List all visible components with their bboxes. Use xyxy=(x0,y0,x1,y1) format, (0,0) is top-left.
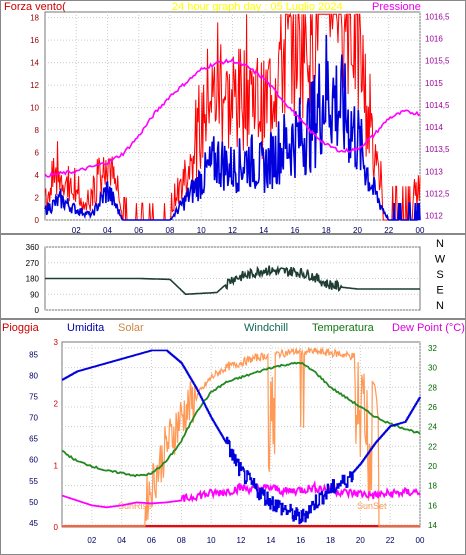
humidity-tick-label: 50 xyxy=(29,498,38,507)
wind-direction-line xyxy=(45,264,420,296)
top-x-tick-label: 00 xyxy=(416,226,425,235)
bottom-panel-frame xyxy=(0,319,466,555)
dewpoint-label: Dew Point (°C) xyxy=(392,322,465,334)
solar-line xyxy=(62,346,420,527)
bottom-x-tick-label: 04 xyxy=(117,536,126,545)
top-x-tick-label: 04 xyxy=(103,226,112,235)
humidity-tick-label: 45 xyxy=(29,519,38,528)
humidity-tick-label: 55 xyxy=(29,477,38,486)
rain-tick-label: 0 xyxy=(54,523,59,532)
top-x-tick-label: 06 xyxy=(134,226,143,235)
top-x-tick-label: 08 xyxy=(166,226,175,235)
rain-tick-label: 2 xyxy=(54,400,59,409)
top-x-tick-label: 10 xyxy=(197,226,206,235)
top-x-tick-label: 16 xyxy=(291,226,300,235)
bottom-x-tick-label: 16 xyxy=(296,536,305,545)
humidity-tick-label: 70 xyxy=(29,414,38,423)
top-right-tick-label: 1016 xyxy=(425,35,443,44)
bottom-x-tick-label: 02 xyxy=(87,536,96,545)
rain-label: Pioggia xyxy=(2,322,40,334)
bottom-x-tick-label: 08 xyxy=(177,536,186,545)
sunset-label: SunSet xyxy=(357,501,387,511)
top-x-tick-label: 02 xyxy=(72,226,81,235)
humidity-tick-label: 80 xyxy=(29,372,38,381)
temp-tick-label: 30 xyxy=(428,364,437,373)
top-left-tick-label: 12 xyxy=(30,81,39,90)
compass-label: N xyxy=(436,300,444,312)
temp-tick-label: 22 xyxy=(428,442,437,451)
wind-average-line xyxy=(44,34,421,221)
temp-tick-label: 24 xyxy=(428,423,437,432)
bottom-x-tick-label: 22 xyxy=(386,536,395,545)
top-right-tick-label: 1012,5 xyxy=(425,189,450,198)
top-x-tick-label: 20 xyxy=(353,226,362,235)
top-left-tick-label: 0 xyxy=(35,216,40,225)
windchill-label: Windchill xyxy=(244,322,288,334)
compass-label: W xyxy=(435,254,446,266)
mid-tick-label: 360 xyxy=(26,243,40,252)
top-right-tick-label: 1013 xyxy=(425,167,443,176)
top-x-tick-label: 22 xyxy=(384,226,393,235)
temp-tick-label: 18 xyxy=(428,482,437,491)
top-left-tick-label: 4 xyxy=(35,171,40,180)
top-left-tick-label: 2 xyxy=(35,194,40,203)
pressure-label: Pressione xyxy=(372,1,421,13)
temp-tick-label: 28 xyxy=(428,383,437,392)
humidity-tick-label: 75 xyxy=(29,393,38,402)
top-right-tick-label: 1015,5 xyxy=(425,57,450,66)
temperature-label: Temperatura xyxy=(312,322,375,334)
top-right-tick-label: 1014 xyxy=(425,123,443,132)
temperature-line xyxy=(61,361,421,478)
solar-label: Solar xyxy=(118,322,144,334)
top-x-tick-label: 18 xyxy=(322,226,331,235)
top-left-tick-label: 14 xyxy=(30,59,39,68)
rain-tick-label: 1 xyxy=(54,461,59,470)
bottom-x-tick-label: 06 xyxy=(147,536,156,545)
bottom-x-tick-label: 20 xyxy=(356,536,365,545)
temp-tick-label: 32 xyxy=(428,344,437,353)
temp-tick-label: 20 xyxy=(428,462,437,471)
top-left-tick-label: 16 xyxy=(30,36,39,45)
bottom-x-tick-label: 10 xyxy=(207,536,216,545)
pressure-line xyxy=(44,57,421,178)
top-right-tick-label: 1014,5 xyxy=(425,101,450,110)
temp-tick-label: 26 xyxy=(428,403,437,412)
compass-label: S xyxy=(436,269,443,281)
top-left-tick-label: 10 xyxy=(30,104,39,113)
top-left-tick-label: 8 xyxy=(35,126,40,135)
top-x-tick-label: 12 xyxy=(228,226,237,235)
top-left-tick-label: 18 xyxy=(30,14,39,23)
bottom-x-tick-label: 14 xyxy=(266,536,275,545)
dewpoint-line xyxy=(61,480,421,509)
top-right-tick-label: 1012 xyxy=(425,212,443,221)
rain-tick-label: 3 xyxy=(54,338,59,347)
top-right-tick-label: 1013,5 xyxy=(425,145,450,154)
top-x-tick-label: 14 xyxy=(259,226,268,235)
sunrise-label: SunRise xyxy=(118,501,152,511)
top-left-tick-label: 6 xyxy=(35,149,40,158)
temp-tick-label: 14 xyxy=(428,521,437,530)
mid-tick-label: 0 xyxy=(35,306,40,315)
top-right-tick-label: 1016,5 xyxy=(425,12,450,21)
bottom-x-tick-label: 12 xyxy=(237,536,246,545)
chart-title: 24 hour graph day : 05 Luglio 2024 xyxy=(172,1,343,13)
mid-tick-label: 90 xyxy=(30,290,39,299)
temp-tick-label: 16 xyxy=(428,501,437,510)
bottom-x-tick-label: 00 xyxy=(416,536,425,545)
humidity-tick-label: 65 xyxy=(29,435,38,444)
humidity-tick-label: 60 xyxy=(29,456,38,465)
wind-label: Forza vento( xyxy=(4,1,66,13)
mid-tick-label: 270 xyxy=(26,259,40,268)
humidity-tick-label: 85 xyxy=(29,351,38,360)
bottom-x-tick-label: 18 xyxy=(326,536,335,545)
humidity-label: Umidita xyxy=(67,322,105,334)
mid-tick-label: 180 xyxy=(26,275,40,284)
compass-label: N xyxy=(436,238,444,250)
top-right-tick-label: 1015 xyxy=(425,79,443,88)
humidity-line xyxy=(61,349,421,525)
compass-label: E xyxy=(436,285,443,297)
